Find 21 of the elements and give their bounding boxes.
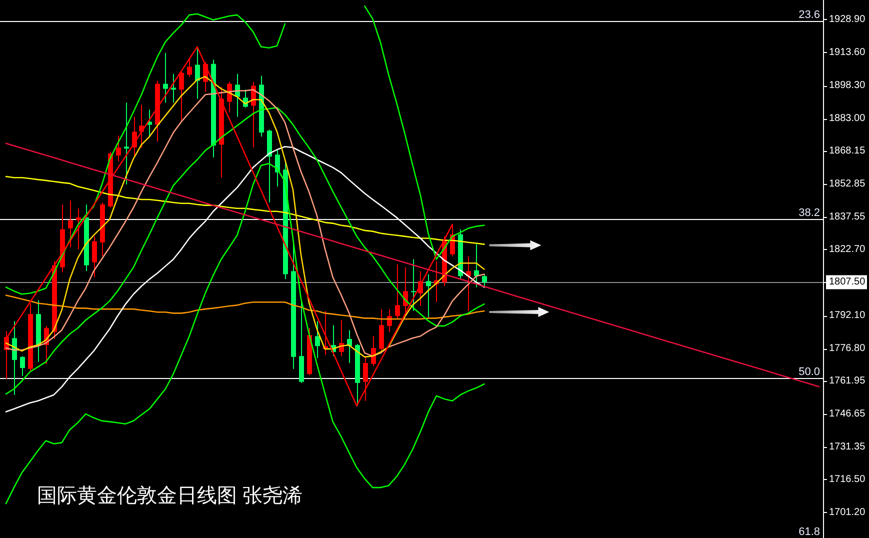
ytick-label: 1898.30 [829,80,866,92]
ytick-label: 1852.85 [829,178,866,190]
ytick-label: 1822.70 [829,244,866,255]
ytick-label: 1883.00 [829,113,866,124]
ytick-label: 1731.35 [829,442,866,453]
annotation: 61.8 [798,526,820,538]
ytick-label: 1868.15 [829,145,866,156]
ytick-label: 1761.95 [829,375,866,386]
ytick-label: 1701.20 [829,506,866,518]
ytick-label: 1913.60 [829,46,866,58]
ytick-label: 1716.50 [829,474,866,485]
ytick-label: 1776.80 [829,343,866,354]
ytick-label: 1746.65 [829,408,866,420]
annotation: 23.6 [798,9,820,21]
title: 国际黄金伦敦金日线图 张尧浠 [37,485,303,507]
annotation: 38.2 [798,207,820,219]
ytick-label: 1837.55 [829,212,866,223]
ytick-label: 1807.50 [829,276,866,288]
ytick-label: 1792.10 [829,310,866,322]
annotation: 50.0 [798,366,820,378]
ytick-label: 1928.90 [829,14,866,25]
